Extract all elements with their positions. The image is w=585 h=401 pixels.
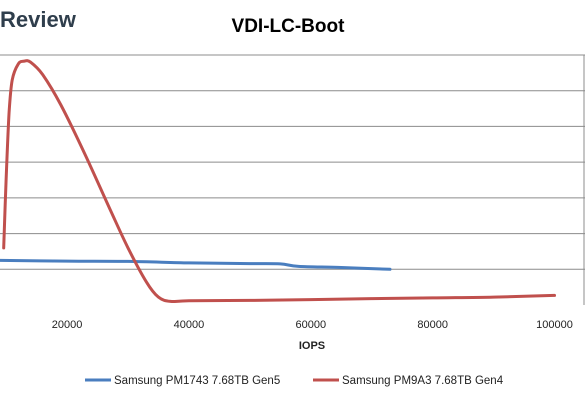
x-tick-label: 60000 (295, 319, 326, 331)
x-tick-label: 80000 (417, 319, 448, 331)
gridlines (0, 54, 585, 305)
series-line-0 (0, 258, 392, 271)
chart-title: VDI-LC-Boot (232, 16, 346, 37)
legend: Samsung PM1743 7.68TB Gen5 Samsung PM9A3 … (85, 375, 504, 387)
legend-label-0: Samsung PM1743 7.68TB Gen5 (114, 375, 280, 387)
series-line-1 (2, 59, 556, 304)
x-tick-label: 40000 (174, 319, 205, 331)
series-layer (0, 59, 556, 304)
x-tick-label: 20000 (52, 319, 83, 331)
x-tick-label: 100000 (536, 319, 573, 331)
logo-text: Review (0, 7, 77, 32)
legend-label-1: Samsung PM9A3 7.68TB Gen4 (342, 375, 504, 387)
x-axis-ticks: 20000 40000 60000 80000 100000 (52, 319, 573, 331)
x-axis-label: IOPS (299, 340, 325, 352)
